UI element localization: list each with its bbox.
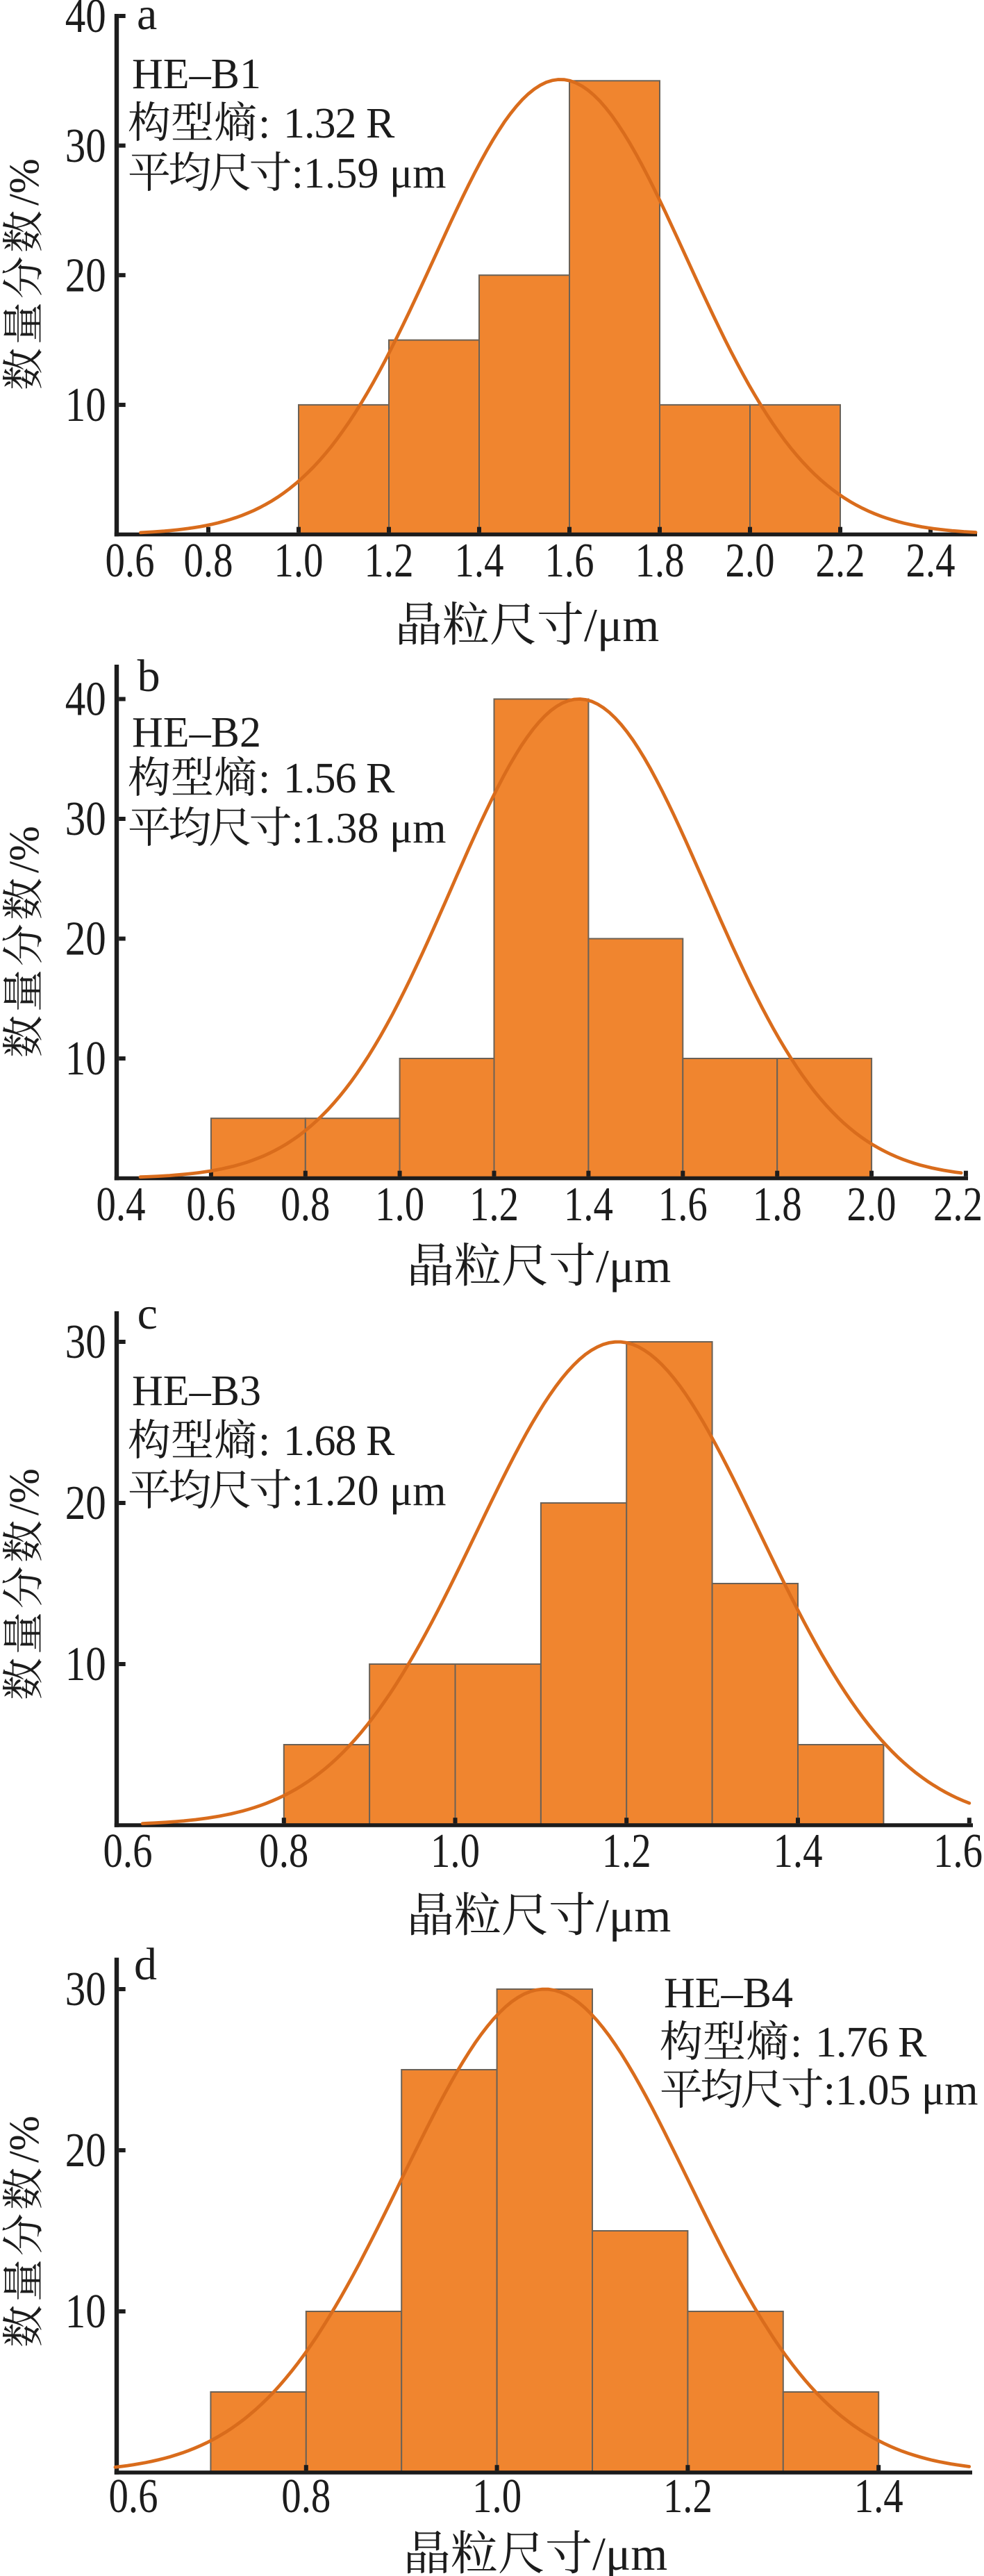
svg-text:40: 40 <box>65 0 106 43</box>
svg-text:/%: /% <box>1 2116 48 2163</box>
svg-text:0.4: 0.4 <box>97 1178 146 1231</box>
svg-text:HE–B3: HE–B3 <box>132 1368 261 1415</box>
svg-text:1.32 R: 1.32 R <box>283 100 395 147</box>
svg-text:/μm: /μm <box>596 1889 671 1942</box>
svg-text:2.2: 2.2 <box>816 534 865 588</box>
svg-text:/μm: /μm <box>592 2527 667 2576</box>
svg-text:20: 20 <box>65 2124 106 2177</box>
svg-text:1.4: 1.4 <box>774 1825 823 1878</box>
svg-text:2.4: 2.4 <box>906 534 956 588</box>
svg-text::: : <box>258 755 270 802</box>
svg-text:c: c <box>137 1288 158 1339</box>
svg-text:1.4: 1.4 <box>564 1178 613 1231</box>
svg-text::1.20 μm: :1.20 μm <box>292 1468 447 1515</box>
svg-text:1.8: 1.8 <box>753 1178 802 1231</box>
svg-text:10: 10 <box>65 2285 106 2338</box>
svg-text:0.6: 0.6 <box>106 534 155 588</box>
svg-text:0.6: 0.6 <box>103 1825 153 1878</box>
svg-text:/%: /% <box>1 158 48 206</box>
svg-text:1.6: 1.6 <box>933 1825 983 1878</box>
svg-text:40: 40 <box>65 673 106 726</box>
svg-text:HE–B4: HE–B4 <box>664 1970 793 2017</box>
svg-text:30: 30 <box>65 119 106 173</box>
svg-text:1.2: 1.2 <box>365 534 414 588</box>
svg-text:1.6: 1.6 <box>658 1178 708 1231</box>
svg-text::: : <box>790 2019 802 2066</box>
svg-text::1.59 μm: :1.59 μm <box>292 150 447 197</box>
svg-text:0.8: 0.8 <box>184 534 233 588</box>
svg-text:/%: /% <box>1 1468 48 1515</box>
svg-text:HE–B2: HE–B2 <box>132 709 261 756</box>
svg-text:0.8: 0.8 <box>281 2470 331 2523</box>
svg-text:1.0: 1.0 <box>431 1825 480 1878</box>
svg-text:1.0: 1.0 <box>375 1178 424 1231</box>
svg-text:0.8: 0.8 <box>259 1825 308 1878</box>
svg-text::1.38 μm: :1.38 μm <box>292 805 447 852</box>
svg-text:30: 30 <box>65 1315 106 1369</box>
svg-text::: : <box>258 1418 270 1465</box>
svg-text:0.6: 0.6 <box>186 1178 235 1231</box>
svg-text:1.2: 1.2 <box>663 2470 712 2523</box>
svg-text:20: 20 <box>65 913 106 966</box>
svg-text:1.2: 1.2 <box>469 1178 519 1231</box>
svg-text:1.8: 1.8 <box>635 534 685 588</box>
svg-text:a: a <box>137 0 157 40</box>
svg-text:10: 10 <box>65 1032 106 1086</box>
svg-text:d: d <box>134 1939 157 1990</box>
svg-text:HE–B1: HE–B1 <box>132 51 261 98</box>
svg-text:0.6: 0.6 <box>109 2470 158 2523</box>
svg-text:1.0: 1.0 <box>472 2470 522 2523</box>
svg-text:20: 20 <box>65 249 106 302</box>
svg-text:20: 20 <box>65 1477 106 1530</box>
svg-text:0.8: 0.8 <box>281 1178 330 1231</box>
svg-text:10: 10 <box>65 1638 106 1691</box>
svg-text:30: 30 <box>65 1963 106 2016</box>
svg-text:10: 10 <box>65 379 106 432</box>
svg-text:2.0: 2.0 <box>847 1178 897 1231</box>
svg-text:1.0: 1.0 <box>274 534 324 588</box>
svg-text:1.68 R: 1.68 R <box>283 1418 395 1465</box>
svg-text:30: 30 <box>65 792 106 846</box>
svg-text:/%: /% <box>1 826 48 873</box>
svg-text::1.05 μm: :1.05 μm <box>824 2067 978 2114</box>
svg-text:2.2: 2.2 <box>933 1178 983 1231</box>
svg-text:/μm: /μm <box>596 1240 671 1293</box>
svg-text:1.76 R: 1.76 R <box>815 2019 927 2066</box>
svg-text::: : <box>258 100 270 147</box>
svg-text:b: b <box>137 651 160 701</box>
svg-text:1.4: 1.4 <box>455 534 504 588</box>
svg-text:1.6: 1.6 <box>545 534 594 588</box>
svg-text:1.4: 1.4 <box>854 2470 903 2523</box>
svg-text:2.0: 2.0 <box>726 534 775 588</box>
svg-text:1.56 R: 1.56 R <box>283 755 395 802</box>
svg-text:1.2: 1.2 <box>602 1825 651 1878</box>
svg-text:/μm: /μm <box>584 599 659 651</box>
